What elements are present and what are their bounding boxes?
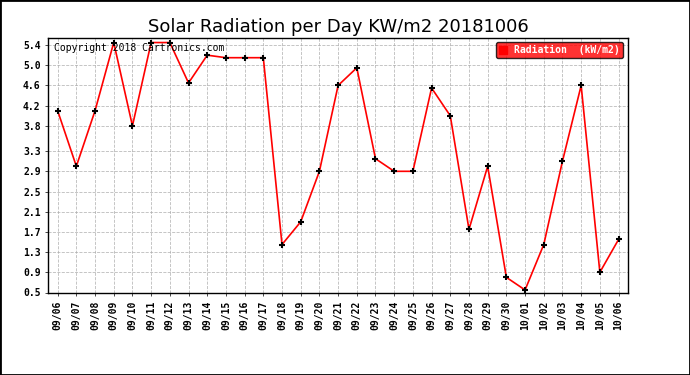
Title: Solar Radiation per Day KW/m2 20181006: Solar Radiation per Day KW/m2 20181006 — [148, 18, 529, 36]
Legend: Radiation  (kW/m2): Radiation (kW/m2) — [496, 42, 623, 58]
Text: Copyright 2018 Cartronics.com: Copyright 2018 Cartronics.com — [54, 43, 224, 52]
